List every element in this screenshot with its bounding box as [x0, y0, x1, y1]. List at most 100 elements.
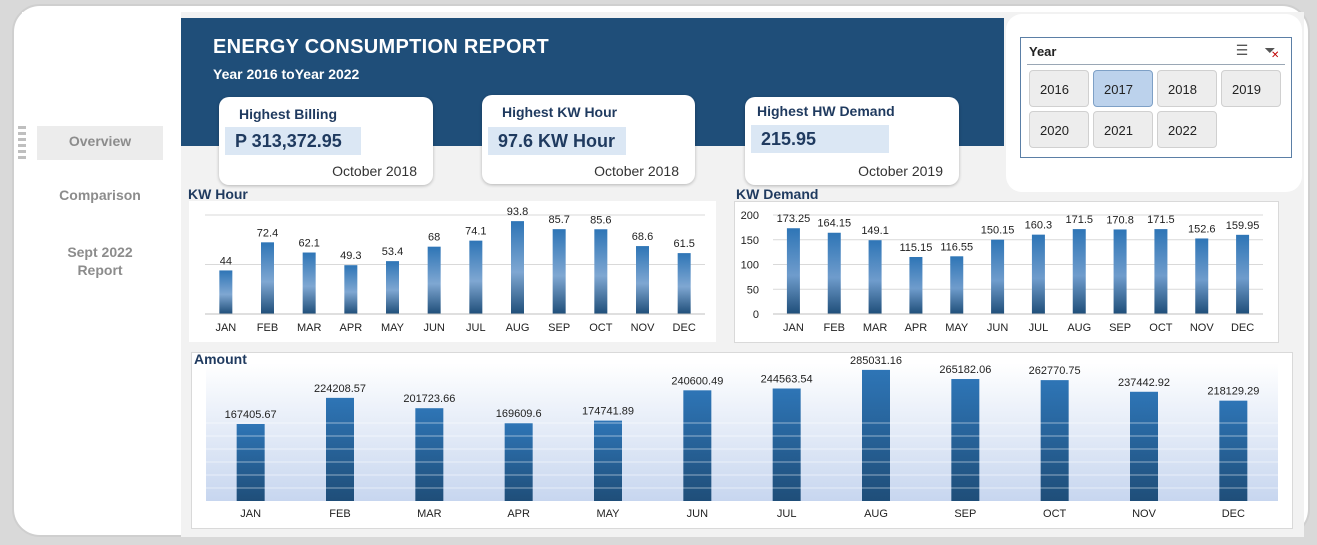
side-navigation — [22, 12, 180, 528]
x-tick-label-jun: JUN — [687, 508, 708, 520]
y-tick-label: 100 — [741, 260, 759, 272]
bar-feb — [827, 232, 841, 314]
bar-jul — [772, 388, 801, 501]
data-label-nov: 237442.92 — [1118, 377, 1170, 389]
data-label-mar: 201723.66 — [403, 393, 455, 405]
year-button-2017[interactable]: 2017 — [1093, 70, 1153, 107]
kpi-kwh-date: October 2018 — [594, 163, 679, 179]
bar-oct — [1040, 380, 1069, 501]
bar-sep — [552, 229, 566, 314]
bar-feb — [261, 242, 274, 314]
x-tick-label-jan: JAN — [215, 322, 236, 334]
kpi-card-billing: Highest Billing P 313,372.95 October 201… — [219, 97, 433, 185]
x-tick-label-jun: JUN — [987, 322, 1008, 334]
data-label-may: 116.55 — [940, 241, 973, 253]
demand-chart: 200 150 100 50 0 173.25 JAN 164.15 FEB 149.1 MAR 11… — [741, 210, 1263, 334]
bar-aug — [511, 221, 524, 314]
data-label-aug: 171.5 — [1065, 214, 1093, 226]
bar-may — [386, 261, 399, 314]
x-tick-label-may: MAY — [596, 508, 620, 520]
data-label-sep: 265182.06 — [939, 364, 991, 376]
kwh-chart-panel: 44 JAN 72.4 FEB 62.1 MAR 49.3 APR 53.4 MAY 68 JUN 74… — [189, 201, 716, 342]
data-label-may: 53.4 — [382, 246, 403, 258]
data-label-dec: 218129.29 — [1207, 386, 1259, 398]
demand-chart-title: KW Demand — [736, 186, 819, 202]
bar-dec — [1219, 400, 1248, 501]
nav-overview[interactable]: Overview — [37, 126, 163, 160]
data-label-jun: 68 — [428, 232, 440, 244]
clear-filter-icon[interactable]: ⏷ ✕ — [1264, 42, 1280, 61]
x-tick-label-jan: JAN — [783, 322, 804, 334]
bar-jul — [469, 240, 483, 314]
slicer-divider — [1027, 64, 1285, 65]
year-button-2019[interactable]: 2019 — [1221, 70, 1281, 107]
x-tick-label-dec: DEC — [1231, 322, 1254, 334]
kpi-card-kwh: Highest KW Hour 97.6 KW Hour October 201… — [482, 95, 695, 184]
data-label-jul: 244563.54 — [761, 374, 813, 386]
x-tick-label-aug: AUG — [864, 508, 888, 520]
data-label-aug: 285031.16 — [850, 355, 902, 367]
bar-mar — [868, 240, 882, 314]
kpi-kwh-label: Highest KW Hour — [502, 104, 618, 120]
year-button-2020[interactable]: 2020 — [1029, 111, 1089, 148]
bar-dec — [1236, 234, 1250, 314]
x-tick-label-apr: APR — [340, 322, 363, 334]
x-tick-label-oct: OCT — [1149, 322, 1173, 334]
bar-mar — [415, 408, 444, 501]
data-label-jul: 160.3 — [1025, 220, 1053, 232]
data-label-nov: 152.6 — [1188, 223, 1216, 235]
bar-apr — [909, 257, 923, 314]
kpi-billing-date: October 2018 — [332, 163, 417, 179]
kpi-demand-label: Highest HW Demand — [757, 103, 895, 119]
x-tick-label-apr: APR — [905, 322, 928, 334]
data-label-nov: 68.6 — [632, 231, 653, 243]
kpi-demand-value: 215.95 — [751, 125, 889, 153]
y-tick-label: 150 — [741, 235, 759, 247]
year-button-2021[interactable]: 2021 — [1093, 111, 1153, 148]
bar-oct — [594, 229, 608, 314]
data-label-jan: 167405.67 — [225, 409, 277, 421]
x-tick-label-feb: FEB — [257, 322, 278, 334]
year-button-2022[interactable]: 2022 — [1157, 111, 1217, 148]
demand-chart-panel: 200 150 100 50 0 173.25 JAN 164.15 FEB 149.1 MAR 11… — [734, 201, 1279, 343]
bar-nov — [636, 246, 649, 314]
bar-jun — [427, 246, 441, 314]
kpi-billing-label: Highest Billing — [239, 106, 337, 122]
x-tick-label-dec: DEC — [1222, 508, 1245, 520]
x-tick-label-jul: JUL — [1029, 322, 1049, 334]
bar-jun — [991, 239, 1005, 314]
kpi-demand-date: October 2019 — [858, 163, 943, 179]
bar-jan — [219, 270, 233, 314]
y-tick-label: 50 — [747, 284, 759, 296]
data-label-jun: 240600.49 — [671, 375, 723, 387]
x-tick-label-jul: JUL — [466, 322, 486, 334]
amount-chart-panel: 167405.67 JAN 224208.57 FEB 201723.66 MAR 1696… — [191, 352, 1293, 529]
data-label-apr: 49.3 — [340, 250, 361, 262]
x-tick-label-nov: NOV — [1190, 322, 1215, 334]
bar-oct — [1154, 229, 1168, 314]
y-tick-label: 200 — [741, 210, 759, 222]
nav-comparison[interactable]: Comparison — [59, 187, 141, 203]
report-subtitle: Year 2016 toYear 2022 — [213, 66, 360, 82]
x-tick-label-sep: SEP — [954, 508, 976, 520]
nav-sept-report-line2: Report — [77, 262, 123, 278]
amount-chart-title: Amount — [194, 351, 247, 367]
x-tick-label-aug: AUG — [1067, 322, 1091, 334]
data-label-jan: 173.25 — [777, 213, 811, 225]
x-tick-label-sep: SEP — [548, 322, 570, 334]
year-button-2016[interactable]: 2016 — [1029, 70, 1089, 107]
data-label-sep: 85.7 — [548, 214, 569, 226]
data-label-oct: 262770.75 — [1029, 365, 1081, 377]
x-tick-label-jun: JUN — [423, 322, 444, 334]
plot-area-band — [206, 363, 1278, 501]
x-tick-label-aug: AUG — [506, 322, 530, 334]
multi-select-icon[interactable]: ☰ — [1235, 42, 1249, 58]
year-button-2018[interactable]: 2018 — [1157, 70, 1217, 107]
bar-jan — [786, 228, 800, 314]
data-label-apr: 169609.6 — [496, 408, 542, 420]
data-label-oct: 85.6 — [590, 214, 611, 226]
nav-sept-2022-report[interactable]: Sept 2022 Report — [37, 243, 163, 279]
bar-sep — [951, 379, 980, 501]
bar-may — [950, 256, 964, 314]
x-tick-label-may: MAY — [381, 322, 405, 334]
